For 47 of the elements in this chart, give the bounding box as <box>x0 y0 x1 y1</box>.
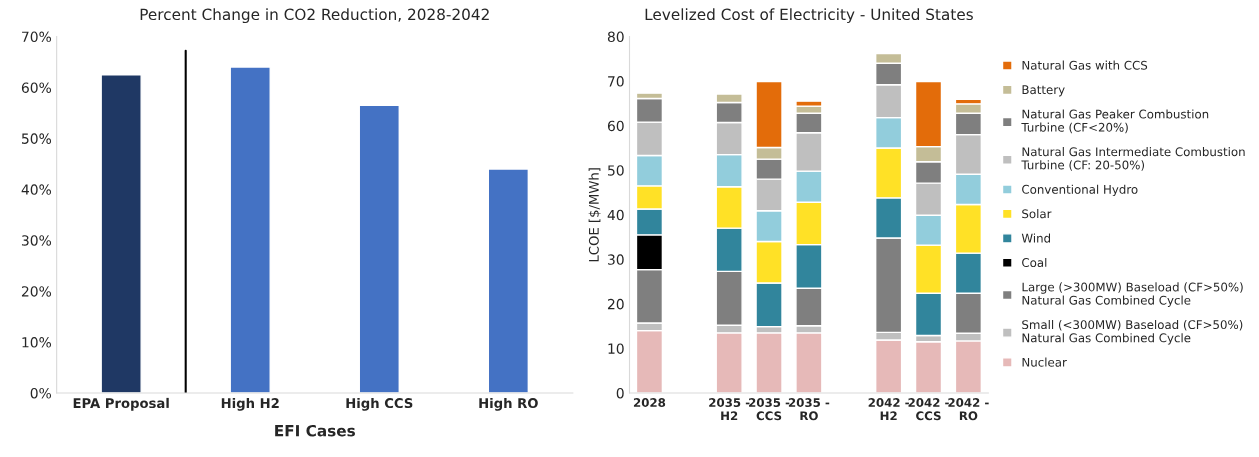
chart-title: Percent Change in CO2 Reduction, 2028-2042 <box>140 8 489 24</box>
x-tick-label: High CCS <box>346 397 413 411</box>
x-tick-label: 2035 - H2 <box>709 398 750 421</box>
x-tick-label: 2042 - CCS <box>908 398 949 421</box>
y-tick-label: 20% <box>21 286 52 297</box>
bar <box>229 66 271 394</box>
legend-label: Wind <box>1021 233 1051 243</box>
legend-label: Small (<300MW) Baseload (CF>50%) Natural Gas Combined Cycle <box>1022 319 1243 345</box>
y-tick-label: 80 <box>607 31 624 43</box>
chart-title: Levelized Cost of Electricity - United States <box>645 8 973 24</box>
y-tick-label: 70 <box>608 76 624 87</box>
y-tick-label: 20 <box>607 298 624 310</box>
x-tick-label: High RO <box>479 397 538 411</box>
legend-label: Natural Gas Peaker Combustion Turbine (CF<20%) <box>1021 109 1209 134</box>
x-tick-label: 2028 <box>633 398 666 408</box>
y-tick-label: 10% <box>22 337 52 348</box>
y-tick-label: 10 <box>608 343 624 354</box>
bar <box>487 168 530 394</box>
legend-label: Natural Gas Intermediate Combustion Turbine (CF: 20-50%) <box>1021 147 1245 171</box>
x-tick-label: 2042 - RO <box>948 398 989 421</box>
x-tick-label: 2035 - RO <box>788 398 830 421</box>
legend-label: Large (>300MW) Baseload (CF>50%) Natural Gas Combined Cycle <box>1022 282 1243 307</box>
y-tick-label: 60% <box>21 82 52 93</box>
legend-label: Nuclear <box>1022 357 1067 367</box>
y-tick-label: 0 <box>616 387 624 399</box>
y-tick-label: 30% <box>21 235 52 246</box>
x-axis-title: EFI Cases <box>275 424 355 437</box>
y-tick-label: 40% <box>21 184 52 195</box>
legend-label: Conventional Hydro <box>1022 184 1138 197</box>
legend-label: Coal <box>1022 257 1047 268</box>
legend-label: Battery <box>1022 85 1065 97</box>
x-tick-label: 2042 - H2 <box>868 398 909 421</box>
y-tick-label: 60 <box>607 120 624 132</box>
x-tick-label: High H2 <box>221 397 279 411</box>
y-tick-label: 50 <box>608 165 624 176</box>
x-tick-label: EPA Proposal <box>73 397 169 411</box>
bar <box>100 74 142 394</box>
y-tick-label: 30 <box>608 254 624 265</box>
x-tick-label: 2035 - CCS <box>749 398 790 421</box>
y-axis-title: LCOE [$/MWh] <box>588 168 601 262</box>
y-tick-label: 0% <box>30 387 52 399</box>
y-tick-label: 50% <box>22 133 52 144</box>
bar <box>358 104 400 394</box>
legend-label: Solar <box>1022 209 1052 219</box>
y-tick-label: 40 <box>607 209 624 221</box>
legend-label: Natural Gas with CCS <box>1022 60 1148 70</box>
y-tick-label: 70% <box>22 31 52 43</box>
